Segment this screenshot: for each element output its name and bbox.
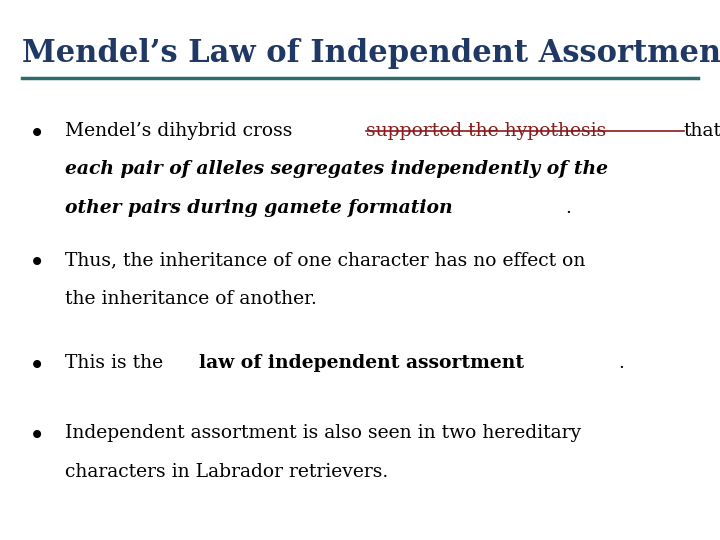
Text: characters in Labrador retrievers.: characters in Labrador retrievers. [65,463,388,481]
Text: Thus, the inheritance of one character has no effect on: Thus, the inheritance of one character h… [65,251,585,269]
Text: Independent assortment is also seen in two hereditary: Independent assortment is also seen in t… [65,424,581,442]
Text: the inheritance of another.: the inheritance of another. [65,290,317,308]
Text: .: . [565,199,571,217]
Text: supported the hypothesis: supported the hypothesis [366,122,612,139]
Text: This is the: This is the [65,354,169,372]
Text: each pair of alleles segregates independently of the: each pair of alleles segregates independ… [65,160,608,178]
Text: Mendel’s dihybrid cross: Mendel’s dihybrid cross [65,122,298,139]
Text: .: . [618,354,624,372]
Text: •: • [29,424,45,451]
Text: •: • [29,251,45,278]
Text: •: • [29,122,45,148]
Text: other pairs during gamete formation: other pairs during gamete formation [65,199,452,217]
Text: •: • [29,354,45,381]
Text: Mendel’s Law of Independent Assortment: Mendel’s Law of Independent Assortment [22,38,720,69]
Text: law of independent assortment: law of independent assortment [199,354,524,372]
Text: that: that [684,122,720,139]
